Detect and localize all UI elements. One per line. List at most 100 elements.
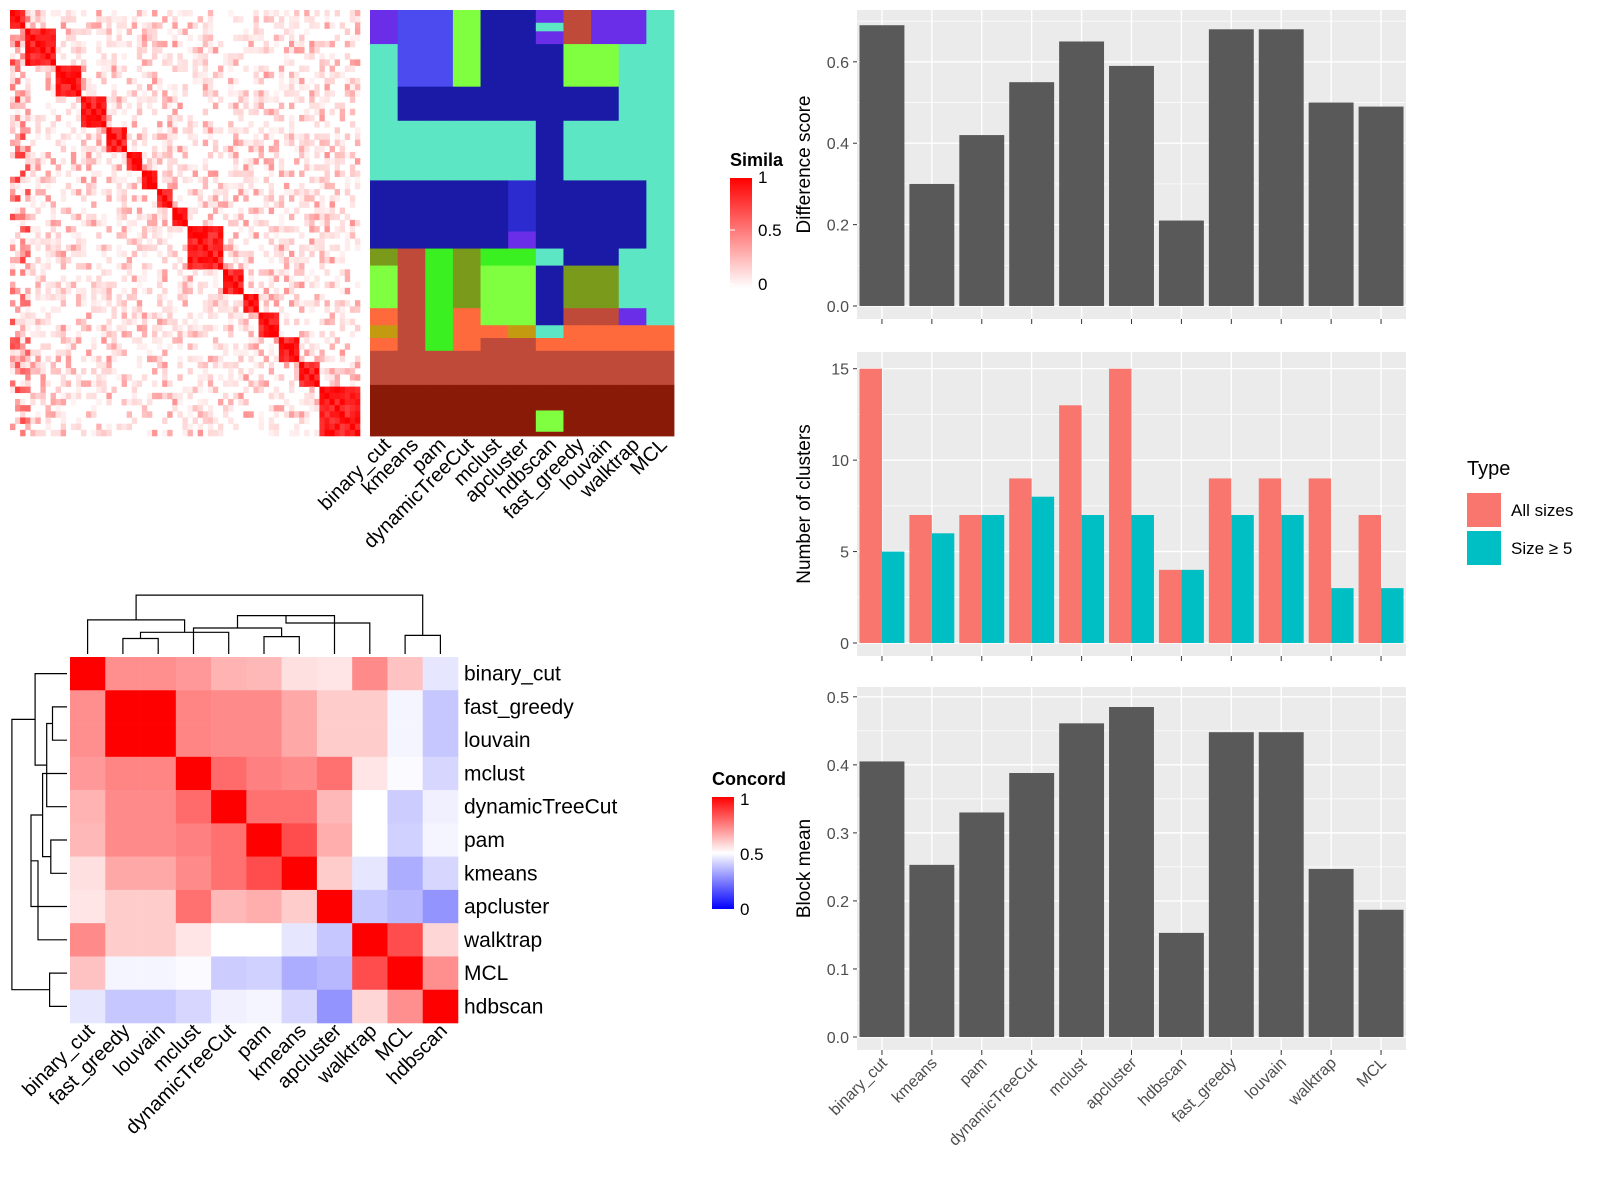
heatmap-cell [299, 331, 305, 338]
heatmap-cell [288, 405, 295, 412]
heatmap-cell [268, 47, 275, 54]
heatmap-cell [299, 250, 305, 258]
heatmap-cell [111, 96, 117, 103]
assignment-cell [370, 10, 399, 45]
heatmap-cell [324, 84, 330, 91]
heatmap-cell [136, 40, 143, 48]
heatmap-cell [283, 207, 290, 215]
heatmap-cell [304, 53, 310, 60]
heatmap-cell [141, 374, 148, 381]
concordance-cell [281, 923, 318, 957]
heatmap-cell [217, 287, 224, 295]
heatmap-cell [106, 429, 112, 437]
heatmap-cell [20, 152, 26, 159]
heatmap-cell [319, 201, 325, 208]
assignment-cell [646, 325, 675, 339]
heatmap-cell [314, 355, 320, 363]
heatmap-cell [162, 269, 168, 276]
heatmap-cell [304, 201, 310, 208]
concordance-cell [140, 823, 177, 857]
heatmap-cell [157, 195, 163, 202]
heatmap-cell [319, 164, 325, 171]
assignment-cell [591, 10, 620, 45]
concordance-cell [387, 723, 424, 758]
heatmap-cell [314, 90, 320, 97]
heatmap-cell [197, 386, 204, 394]
heatmap-cell [141, 263, 148, 270]
concordance-cell [387, 756, 424, 791]
heatmap-cell [304, 152, 310, 159]
heatmap-cell [294, 374, 300, 381]
heatmap-cell [60, 429, 67, 437]
heatmap-cell [157, 226, 163, 233]
heatmap-cell [238, 114, 244, 122]
heatmap-cell [50, 40, 56, 48]
heatmap-cell [319, 53, 325, 60]
heatmap-cell [30, 368, 36, 375]
heatmap-cell [172, 158, 178, 165]
heatmap-cell [172, 96, 178, 103]
bar-all-sizes [1109, 368, 1132, 643]
heatmap-cell [248, 176, 254, 184]
heatmap-cell [111, 355, 117, 363]
heatmap-cell [141, 182, 148, 190]
concordance-cell [140, 657, 177, 691]
assignment-cell [370, 350, 399, 386]
heatmap-cell [217, 65, 224, 73]
bar [1158, 220, 1204, 306]
heatmap-cell [152, 312, 158, 319]
heatmap-cell [55, 47, 62, 54]
heatmap-cell [141, 28, 148, 35]
concordance-row-label: MCL [464, 962, 508, 985]
heatmap-cell [141, 170, 148, 177]
assignment-cell [480, 248, 509, 266]
heatmap-cell [101, 16, 107, 23]
heatmap-cell [177, 10, 183, 17]
heatmap-cell [75, 213, 82, 221]
heatmap-cell [136, 281, 143, 289]
heatmap-cell [212, 127, 219, 134]
heatmap-cell [324, 300, 330, 307]
heatmap-cell [86, 189, 92, 196]
heatmap-cell [40, 361, 46, 369]
heatmap-cell [334, 170, 341, 177]
heatmap-cell [248, 312, 254, 319]
heatmap-cell [101, 59, 107, 66]
heatmap-cell [243, 306, 249, 313]
heatmap-cell [141, 324, 148, 332]
assignment-cell [591, 180, 620, 232]
concordance-cell [246, 657, 282, 691]
heatmap-cell [288, 380, 295, 387]
heatmap-cell [35, 10, 41, 17]
heatmap-cell [324, 398, 330, 406]
heatmap-cell [329, 386, 335, 394]
heatmap-cell [162, 275, 168, 282]
heatmap-cell [157, 22, 163, 29]
heatmap-cell [20, 90, 26, 97]
heatmap-cell [329, 65, 335, 73]
heatmap-cell [349, 318, 356, 326]
heatmap-cell [10, 65, 16, 73]
heatmap-cell [192, 318, 198, 326]
concordance-cell [422, 690, 459, 724]
heatmap-cell [238, 287, 244, 295]
heatmap-cell [81, 368, 87, 375]
concordance-cell [281, 723, 318, 758]
concordance-cell [105, 923, 141, 957]
heatmap-cell [223, 300, 229, 307]
heatmap-cell [294, 90, 300, 97]
dendrogram-branch [49, 972, 67, 1007]
heatmap-cell [126, 158, 133, 165]
bar-all-sizes [1158, 569, 1182, 643]
heatmap-cell [30, 40, 36, 48]
heatmap-cell [258, 411, 264, 418]
heatmap-cell [55, 84, 62, 91]
heatmap-cell [228, 219, 234, 227]
assignment-cell [646, 86, 675, 122]
heatmap-cell [223, 263, 229, 270]
heatmap-cell [131, 380, 138, 387]
heatmap-cell [101, 386, 107, 394]
heatmap-cell [304, 256, 310, 264]
heatmap-cell [207, 417, 214, 424]
heatmap-cell [141, 195, 148, 202]
